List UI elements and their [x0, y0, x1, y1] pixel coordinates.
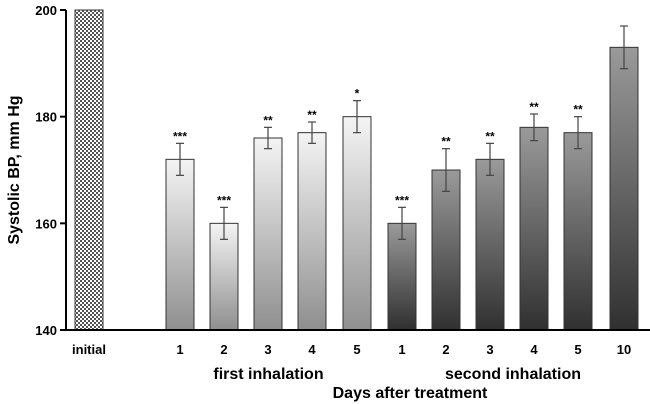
- x-tick-label: 3: [486, 342, 493, 357]
- significance-label: ***: [395, 193, 409, 207]
- x-tick-label: 5: [574, 342, 581, 357]
- error-bar: [530, 113, 538, 142]
- x-tick-label: 4: [308, 342, 316, 357]
- x-tick-label: 5: [353, 342, 360, 357]
- significance-label: **: [263, 113, 273, 127]
- error-bar: [176, 142, 184, 176]
- bar: [609, 46, 639, 331]
- x-tick-label: 4: [530, 342, 538, 357]
- bar: [387, 222, 417, 331]
- x-tick-label: 2: [220, 342, 227, 357]
- group-label: first inhalation: [213, 366, 323, 383]
- bar: [253, 137, 283, 331]
- bar: [519, 126, 549, 331]
- bar: [342, 116, 372, 331]
- significance-label: **: [529, 100, 539, 114]
- y-ticks: 140 160 180 200: [35, 3, 66, 338]
- x-axis-label: Days after treatment: [333, 385, 488, 402]
- x-tick-labels: initial 1 2 3 4 5 1 2 3 4 5 10: [72, 342, 631, 357]
- significance-label: ***: [173, 129, 187, 143]
- chart-marks: ******** ******** **** **: [74, 9, 639, 331]
- x-tick-label: 1: [176, 342, 183, 357]
- group-label: second inhalation: [445, 366, 581, 383]
- y-tick-label: 180: [35, 110, 57, 125]
- significance-label: ***: [217, 193, 231, 207]
- x-tick-label: 3: [264, 342, 271, 357]
- x-tick-label: 1: [398, 342, 405, 357]
- y-tick-label: 160: [35, 216, 57, 231]
- y-tick-label: 200: [35, 3, 57, 18]
- bar: [165, 158, 195, 331]
- error-bar: [308, 121, 316, 144]
- significance-label: **: [441, 135, 451, 149]
- group-labels: first inhalation second inhalation: [213, 366, 581, 383]
- bar: [209, 222, 239, 331]
- error-bar: [398, 206, 406, 240]
- error-bar: [442, 148, 450, 192]
- significance-label: **: [573, 103, 583, 117]
- error-bar: [574, 116, 582, 150]
- y-tick-label: 140: [35, 323, 57, 338]
- bar: [74, 9, 104, 331]
- error-bar: [620, 25, 628, 70]
- error-bar: [486, 142, 494, 176]
- significance-label: *: [355, 87, 360, 101]
- x-tick-label: initial: [72, 342, 106, 357]
- x-tick-label: 10: [617, 342, 631, 357]
- significance-label: **: [485, 129, 495, 143]
- bar: [475, 158, 505, 331]
- error-bar: [220, 206, 228, 240]
- x-tick-label: 2: [442, 342, 449, 357]
- bar: [431, 169, 461, 331]
- bar: [297, 132, 327, 331]
- y-axis-label: Systolic BP, mm Hg: [6, 95, 23, 244]
- bar: [563, 132, 593, 331]
- significance-label: **: [307, 108, 317, 122]
- error-bar: [353, 100, 361, 134]
- error-bar: [264, 126, 272, 150]
